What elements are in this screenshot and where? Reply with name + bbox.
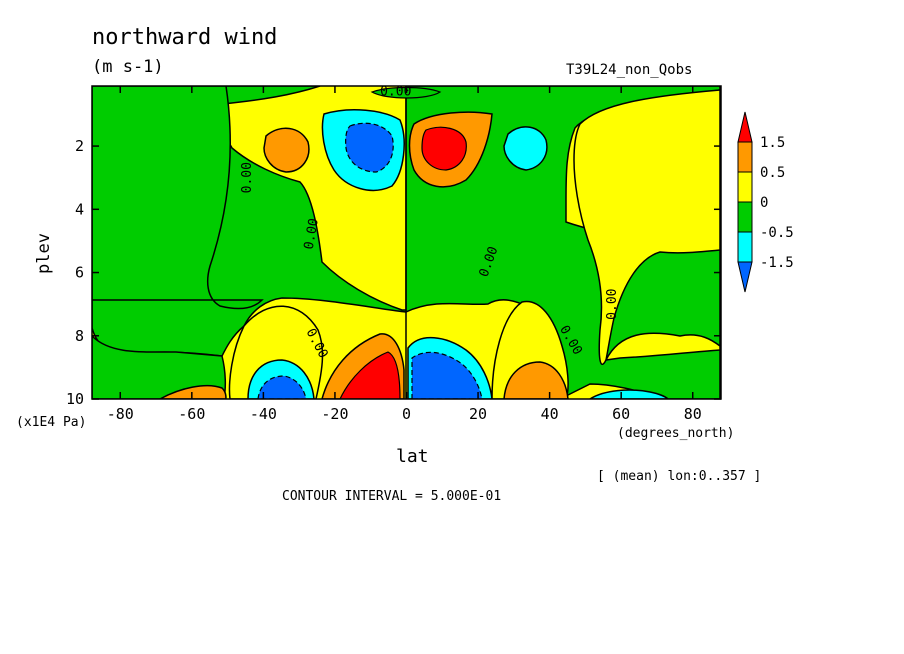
- pos-region-north-wedge: [604, 332, 721, 361]
- y-tick-label: 8: [75, 327, 84, 345]
- filled-contours: [92, 86, 721, 399]
- x-tick-label: 80: [684, 405, 702, 423]
- colorbar: 1.5 0.5 0 -0.5 -1.5: [737, 111, 794, 293]
- x-tick-label: 0: [402, 405, 411, 423]
- colorbar-segment: [737, 231, 753, 263]
- pos-region-north-high: [573, 89, 721, 366]
- colorbar-level-label: 0: [760, 195, 768, 211]
- pos-cell-upper-north-inner: [421, 126, 467, 171]
- x-tick-label: -80: [107, 405, 134, 423]
- chart-title: northward wind: [92, 25, 278, 50]
- chart-units: (m s-1): [92, 57, 164, 77]
- run-label: T39L24_non_Qobs: [566, 62, 693, 78]
- contour-label-zero: 0.00: [605, 288, 620, 319]
- x-tick-label: 60: [612, 405, 630, 423]
- neg-cell-lower-south-inner: [257, 375, 307, 399]
- pos-cell-lower-south-inner: [339, 351, 401, 399]
- colorbar-segment: [737, 201, 753, 233]
- averaging-note: [ (mean) lon:0..357 ]: [597, 469, 762, 484]
- colorbar-bottom-arrow: [737, 261, 753, 293]
- x-tick-label: -40: [250, 405, 277, 423]
- neg-cell-upper-south-inner: [345, 122, 394, 173]
- colorbar-level-label: -1.5: [760, 255, 794, 271]
- neg-cell-lower-north-inner: [411, 351, 483, 399]
- y-tick-label: 2: [75, 137, 84, 155]
- neg-region-south-mid: [92, 86, 264, 310]
- neg-cell-lower-far-north: [588, 389, 670, 399]
- colorbar-level-label: 0.5: [760, 165, 785, 181]
- colorbar-segment: [737, 171, 753, 203]
- colorbar-level-label: 1.5: [760, 135, 785, 151]
- pos-cell-lower-north: [503, 361, 569, 399]
- x-tick-label: -60: [178, 405, 205, 423]
- contour-interval: CONTOUR INTERVAL = 5.000E-01: [282, 489, 502, 504]
- y-tick-label: 4: [75, 200, 84, 218]
- neg-cell-north-upper: [503, 126, 548, 171]
- contour-label-zero: 0.00: [240, 162, 255, 193]
- colorbar-level-label: -0.5: [760, 225, 794, 241]
- y-axis-units: (x1E4 Pa): [16, 415, 87, 430]
- pos-cell-lower-far-south: [159, 384, 227, 399]
- axes: -80 -60 -40 -20 0 20 40 60 80 2 4 6 8 10: [66, 86, 721, 423]
- colorbar-top-arrow: [737, 111, 753, 143]
- y-tick-label: 10: [66, 390, 84, 408]
- colorbar-segment: [737, 141, 753, 173]
- x-axis-units: (degrees_north): [617, 426, 735, 441]
- contour-label-zero: 0.00: [380, 84, 411, 99]
- x-tick-label: 20: [469, 405, 487, 423]
- x-axis-label: lat: [396, 446, 429, 467]
- x-tick-label: 40: [541, 405, 559, 423]
- pos-cell-south-upper: [263, 127, 310, 173]
- x-tick-label: -20: [321, 405, 348, 423]
- contour-label-zero: 0.00: [302, 217, 322, 250]
- y-tick-label: 6: [75, 264, 84, 282]
